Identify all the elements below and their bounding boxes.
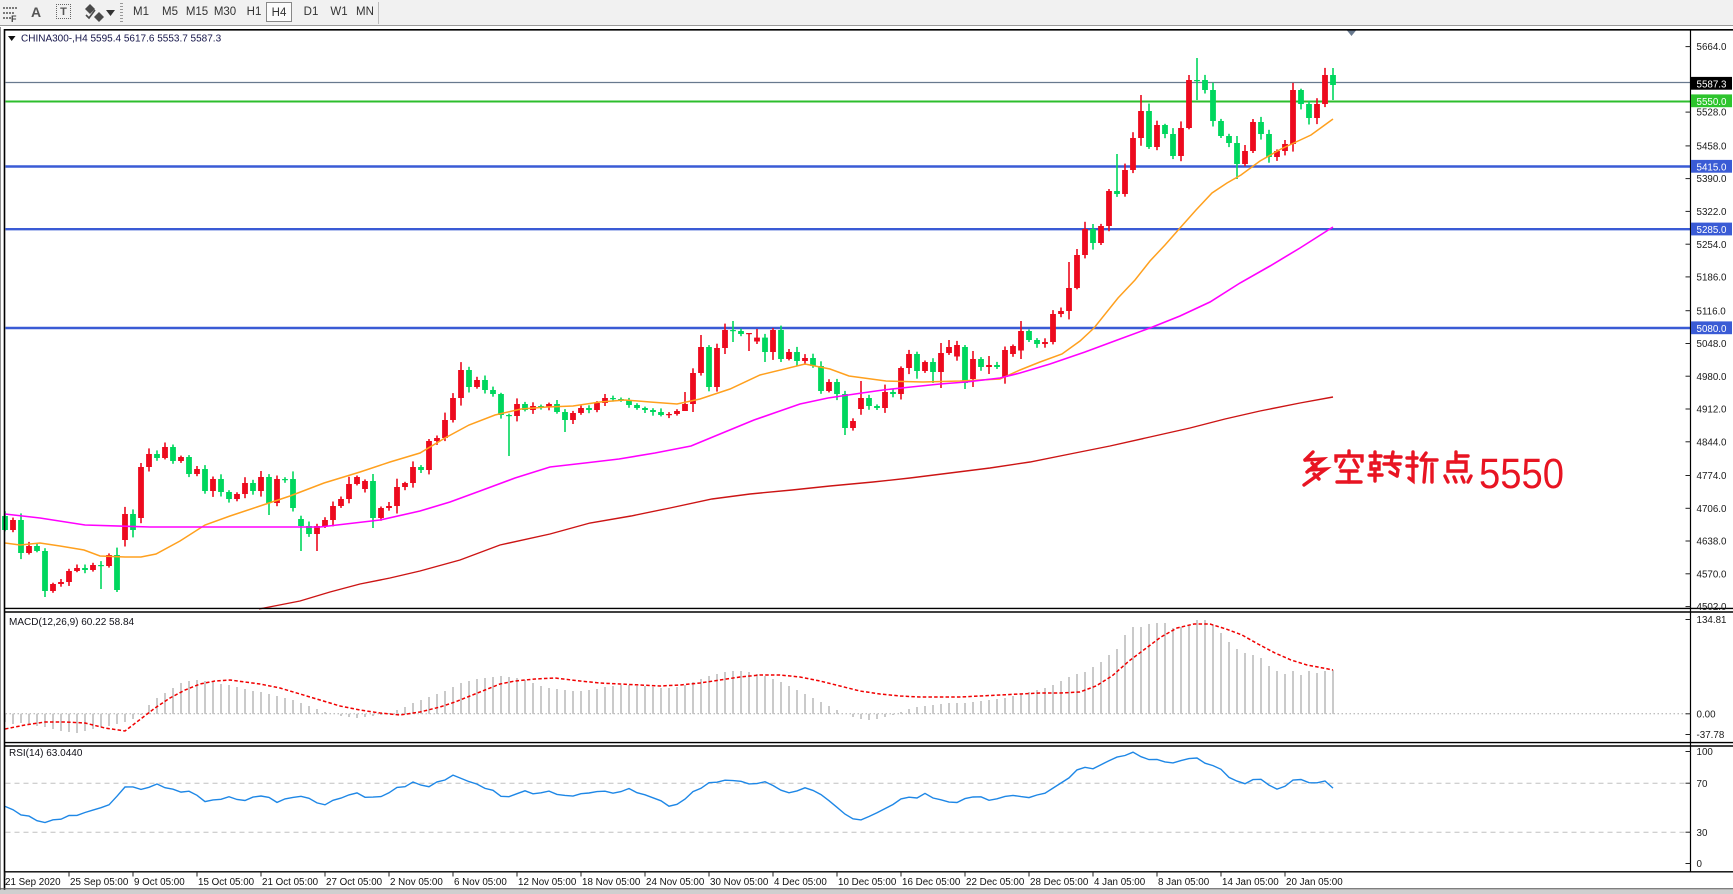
svg-text:16 Dec 05:00: 16 Dec 05:00 [902,877,961,888]
svg-text:4912.0: 4912.0 [1697,405,1728,416]
svg-text:14 Jan 05:00: 14 Jan 05:00 [1222,877,1279,888]
svg-text:5080.0: 5080.0 [1697,324,1728,335]
svg-text:30 Nov 05:00: 30 Nov 05:00 [710,877,769,888]
svg-text:5390.0: 5390.0 [1697,174,1728,185]
svg-text:MACD(12,26,9) 60.22 58.84: MACD(12,26,9) 60.22 58.84 [9,617,135,628]
svg-text:4980.0: 4980.0 [1697,372,1728,383]
svg-text:5254.0: 5254.0 [1697,240,1728,251]
svg-text:100: 100 [1697,747,1714,758]
svg-text:4638.0: 4638.0 [1697,537,1728,548]
svg-text:CHINA300-,H4 5595.4 5617.6 55: CHINA300-,H4 5595.4 5617.6 5553.7 5587.3 [21,34,222,45]
svg-text:12 Nov 05:00: 12 Nov 05:00 [518,877,577,888]
svg-text:4502.0: 4502.0 [1697,602,1728,613]
svg-text:2 Nov 05:00: 2 Nov 05:00 [390,877,443,888]
svg-text:5550: 5550 [1479,450,1564,498]
svg-text:4570.0: 4570.0 [1697,569,1728,580]
svg-text:5550.0: 5550.0 [1697,97,1728,108]
svg-text:25 Sep 05:00: 25 Sep 05:00 [70,877,129,888]
svg-text:0: 0 [1697,859,1703,870]
svg-text:8 Jan 05:00: 8 Jan 05:00 [1158,877,1210,888]
svg-text:27 Oct 05:00: 27 Oct 05:00 [326,877,383,888]
svg-text:4774.0: 4774.0 [1697,471,1728,482]
svg-text:5664.0: 5664.0 [1697,42,1728,53]
svg-text:5415.0: 5415.0 [1697,162,1728,173]
svg-text:-37.78: -37.78 [1697,730,1725,741]
svg-text:6 Nov 05:00: 6 Nov 05:00 [454,877,507,888]
svg-text:15 Oct 05:00: 15 Oct 05:00 [198,877,255,888]
svg-text:5048.0: 5048.0 [1697,339,1728,350]
svg-text:21 Oct 05:00: 21 Oct 05:00 [262,877,319,888]
svg-text:30: 30 [1697,828,1708,839]
svg-text:21 Sep 2020: 21 Sep 2020 [5,877,61,888]
svg-text:22 Dec 05:00: 22 Dec 05:00 [966,877,1025,888]
svg-text:4 Dec 05:00: 4 Dec 05:00 [774,877,827,888]
svg-text:5458.0: 5458.0 [1697,142,1728,153]
svg-text:20 Jan 05:00: 20 Jan 05:00 [1286,877,1343,888]
svg-text:5186.0: 5186.0 [1697,273,1728,284]
svg-text:28 Dec 05:00: 28 Dec 05:00 [1030,877,1089,888]
svg-text:24 Nov 05:00: 24 Nov 05:00 [646,877,705,888]
svg-text:18 Nov 05:00: 18 Nov 05:00 [582,877,641,888]
svg-text:5116.0: 5116.0 [1697,306,1727,317]
svg-text:5528.0: 5528.0 [1697,108,1728,119]
svg-text:4706.0: 4706.0 [1697,504,1728,515]
svg-text:RSI(14) 63.0440: RSI(14) 63.0440 [9,748,83,759]
svg-text:4 Jan 05:00: 4 Jan 05:00 [1094,877,1146,888]
svg-text:4844.0: 4844.0 [1697,437,1728,448]
svg-text:0.00: 0.00 [1697,709,1717,720]
svg-text:10 Dec 05:00: 10 Dec 05:00 [838,877,897,888]
svg-text:9 Oct 05:00: 9 Oct 05:00 [134,877,185,888]
svg-text:5285.0: 5285.0 [1697,225,1728,236]
svg-text:5322.0: 5322.0 [1697,207,1728,218]
svg-text:5587.3: 5587.3 [1697,79,1728,90]
svg-text:F: F [11,14,17,23]
svg-text:134.81: 134.81 [1697,615,1727,626]
svg-text:70: 70 [1697,779,1708,790]
